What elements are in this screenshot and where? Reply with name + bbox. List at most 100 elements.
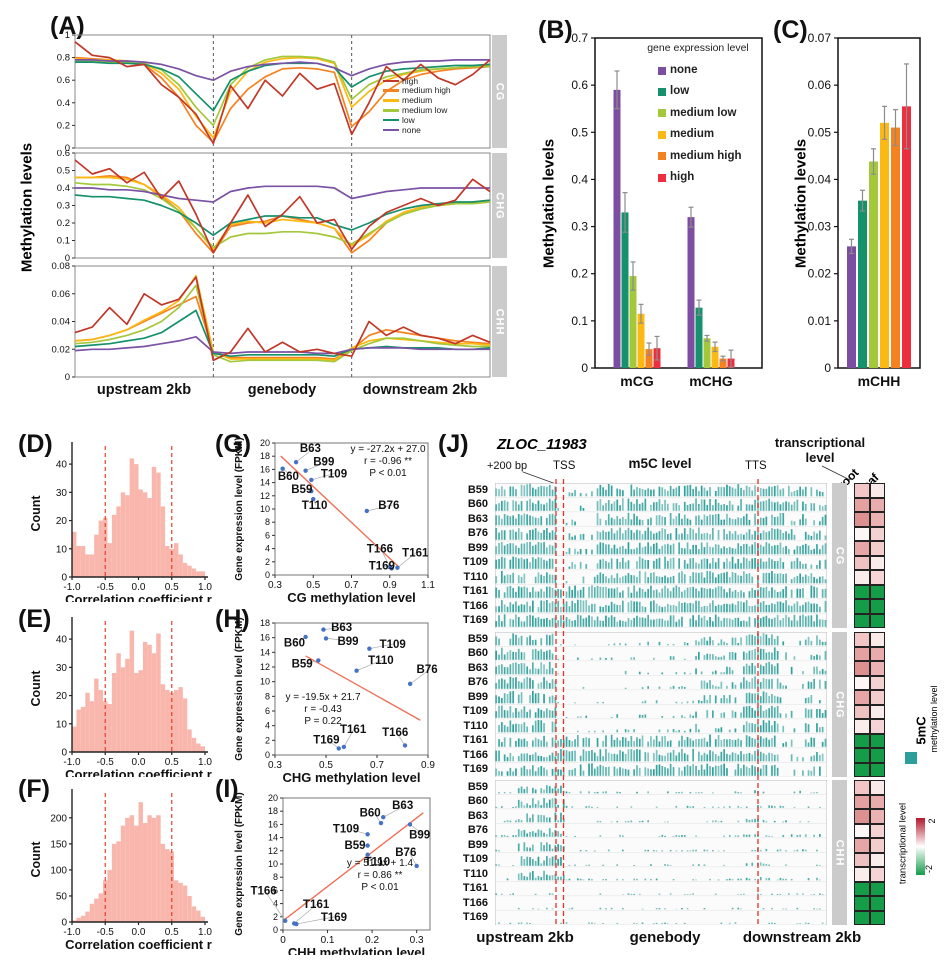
svg-text:16: 16	[260, 633, 270, 643]
heatmap-cell-B99-leaf	[869, 541, 885, 556]
heatmap-cell-B59-leaf	[869, 632, 885, 647]
svg-text:r = 0.86 **: r = 0.86 **	[358, 870, 403, 881]
heatmap-cell-B59-root	[854, 632, 870, 647]
svg-text:Correlation coefficient r: Correlation coefficient r	[65, 937, 212, 951]
svg-text:0.2: 0.2	[57, 218, 70, 229]
sample-label-T161: T161	[462, 585, 488, 597]
svg-text:0.7: 0.7	[345, 580, 359, 591]
svg-text:T166: T166	[382, 727, 408, 739]
legend-item-low: low	[658, 81, 742, 102]
heatmap-cell-B63-leaf	[869, 661, 885, 676]
panel-h-plot: 0 2 4 6 8 10 12 14 16 18 0.3 0.5 0.7 0.9 B60 B63 B99 T109…	[234, 617, 438, 785]
panel-a-legend: high medium high medium medium low low none	[383, 76, 451, 135]
heatmap-cell-T110-leaf	[869, 719, 885, 734]
panel-j-gene-title: ZLOC_11983	[497, 436, 587, 453]
heatmap-cell-T166-leaf	[869, 599, 885, 614]
panel-h-label: (H)	[215, 605, 250, 633]
sample-label-T110: T110	[463, 867, 488, 880]
sample-label-T109: T109	[462, 853, 488, 865]
svg-text:B76: B76	[417, 664, 438, 676]
sample-label-B60: B60	[467, 647, 488, 659]
legend-label: high	[402, 75, 419, 86]
svg-text:0.5: 0.5	[319, 760, 333, 771]
legend-swatch	[658, 109, 666, 118]
svg-text:0.3: 0.3	[571, 220, 588, 234]
svg-text:B60: B60	[360, 807, 381, 819]
svg-text:B99: B99	[409, 829, 430, 841]
svg-text:Gene expression level (FPKM): Gene expression level (FPKM)	[234, 792, 245, 935]
svg-text:-0.5: -0.5	[97, 757, 115, 768]
legend-swatch	[658, 173, 666, 182]
sample-label-T169: T169	[462, 911, 488, 923]
svg-text:16: 16	[260, 464, 270, 474]
panel-g-plot: 0 2 4 6 8 10 12 14 16 18 20 0.3 0.5 0.7 0.9 1.1 B60 B63B9…	[234, 437, 435, 605]
svg-text:P < 0.01: P < 0.01	[361, 882, 399, 893]
svg-text:T109: T109	[380, 639, 406, 651]
svg-text:B59: B59	[292, 659, 313, 671]
svg-text:0.05: 0.05	[808, 125, 832, 139]
legend-label: medium	[670, 128, 715, 141]
svg-text:8: 8	[265, 517, 270, 527]
svg-text:0.5: 0.5	[165, 757, 179, 768]
svg-text:r = -0.43: r = -0.43	[304, 704, 342, 715]
svg-text:18: 18	[260, 451, 270, 461]
panel-i-plot: 0 2 4 6 8 10 12 14 16 18 20 0 0.1 0.2 0.3 B63 B60 B99 T109…	[234, 792, 431, 955]
svg-text:Gene expression level (FPKM): Gene expression level (FPKM)	[234, 617, 245, 760]
heatmap-cell-B99-leaf	[869, 838, 885, 853]
svg-text:-1.0: -1.0	[63, 582, 81, 593]
svg-text:0.3: 0.3	[268, 580, 282, 591]
heatmap-cell-T161-leaf	[869, 881, 885, 896]
svg-text:0.4: 0.4	[571, 172, 588, 186]
legend-swatch	[383, 89, 399, 92]
svg-text:6: 6	[265, 706, 270, 716]
heatmap-cell-B63-root	[854, 809, 870, 824]
panel-j-5mc-swatch	[905, 752, 917, 764]
svg-text:0.2: 0.2	[365, 935, 379, 946]
panel-j-annotation-tts: TTS	[745, 460, 767, 472]
heatmap-cell-B76-leaf	[869, 526, 885, 541]
svg-text:0.4: 0.4	[57, 183, 70, 194]
panel-j-annotation-200bp: +200 bp	[487, 460, 528, 472]
heatmap-cell-B63-leaf	[869, 809, 885, 824]
svg-text:mCG: mCG	[620, 373, 654, 389]
svg-text:CG methylation level: CG methylation level	[287, 590, 416, 605]
sample-label-B76: B76	[467, 676, 488, 688]
heatmap-cell-B99-root	[854, 838, 870, 853]
svg-text:CHG methylation level: CHG methylation level	[283, 770, 421, 785]
svg-text:y = -27.2x + 27.0: y = -27.2x + 27.0	[350, 444, 425, 455]
svg-text:12: 12	[260, 491, 270, 501]
heatmap-cell-T161-root	[854, 733, 870, 748]
svg-text:18: 18	[260, 618, 270, 628]
svg-text:0.5: 0.5	[165, 927, 179, 938]
panel-a-strip-cg: CG	[492, 35, 507, 148]
panel-j-label: (J)	[438, 430, 469, 458]
legend-label: medium low	[402, 105, 448, 116]
panel-j-strip-chg: CHG	[832, 632, 847, 777]
svg-text:0.0: 0.0	[132, 927, 146, 938]
heatmap-cell-B99-leaf	[869, 690, 885, 705]
svg-text:T169: T169	[321, 912, 347, 924]
sample-label-B76: B76	[467, 527, 488, 539]
heatmap-cell-B60-root	[854, 646, 870, 661]
svg-text:0.0: 0.0	[132, 757, 146, 768]
panel-j-trans-min: -2	[924, 865, 934, 874]
svg-text:B99: B99	[337, 636, 358, 648]
sample-label-T169: T169	[462, 763, 488, 775]
heatmap-cell-B60-leaf	[869, 646, 885, 661]
svg-text:0.1: 0.1	[571, 314, 588, 328]
svg-text:T161: T161	[402, 548, 429, 560]
heatmap-cell-B59-leaf	[869, 483, 885, 498]
sample-label-T109: T109	[462, 556, 488, 568]
legend-label: medium high	[670, 149, 742, 162]
sample-label-T110: T110	[463, 719, 488, 732]
svg-text:0.1: 0.1	[321, 935, 335, 946]
svg-text:0.2: 0.2	[571, 267, 588, 281]
svg-text:12: 12	[268, 846, 278, 856]
svg-text:-1.0: -1.0	[63, 757, 81, 768]
svg-text:B63: B63	[300, 443, 321, 455]
sample-label-B63: B63	[467, 809, 488, 822]
svg-text:T161: T161	[340, 724, 367, 736]
svg-text:20: 20	[260, 438, 270, 448]
svg-text:0.5: 0.5	[571, 125, 588, 139]
panel-j-5mc-legend-title: 5mC	[913, 716, 929, 745]
